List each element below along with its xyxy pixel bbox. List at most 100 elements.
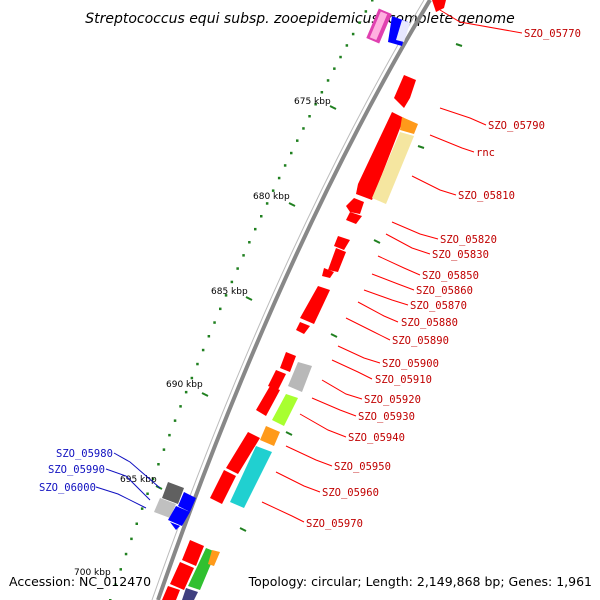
inner-tick <box>373 239 381 244</box>
dotted-tick-ring <box>109 0 374 600</box>
tick-dot <box>364 10 368 13</box>
gene-label[interactable]: SZO_05860 <box>416 285 473 297</box>
tick-dot <box>130 537 133 541</box>
gene-arrow[interactable] <box>280 352 296 372</box>
gene-arrow-small[interactable] <box>346 212 362 224</box>
gene-label[interactable]: SZO_05930 <box>358 411 415 423</box>
gene-label[interactable]: SZO_05920 <box>364 394 421 406</box>
gene-label[interactable]: SZO_05820 <box>440 234 497 246</box>
gene-label[interactable]: SZO_05790 <box>488 120 545 132</box>
leader-lines-right <box>261 9 523 523</box>
tick-dot <box>124 552 128 556</box>
gene-label[interactable]: SZO_05970 <box>306 518 363 530</box>
tick-dot <box>265 202 269 205</box>
gene-block-darkgray[interactable] <box>162 482 184 504</box>
inner-tick <box>417 145 425 149</box>
gene-arrow-small[interactable] <box>346 198 364 214</box>
tick-dot <box>119 568 122 571</box>
gene-arrow-small[interactable] <box>322 268 334 278</box>
tick-dot <box>114 583 117 586</box>
leader-line <box>411 175 457 196</box>
kbp-label-690: 690 kbp <box>166 380 203 390</box>
gene-arrow[interactable] <box>210 470 236 504</box>
gene-arrow-small[interactable] <box>334 236 350 250</box>
gene-arrow[interactable] <box>226 432 260 474</box>
tick-dot <box>358 21 361 24</box>
kbp-label-680: 680 kbp <box>253 192 290 202</box>
gene-block-orange[interactable] <box>208 550 220 566</box>
genome-backbone-shadow <box>151 0 425 600</box>
leader-line <box>261 501 305 523</box>
gene-labels-left: SZO_05980 SZO_05990 SZO_06000 <box>39 448 113 494</box>
tick-dot <box>326 79 330 82</box>
leader-line <box>385 233 431 255</box>
tick-dot <box>314 103 317 106</box>
gene-block-silver[interactable] <box>154 498 176 518</box>
kbp-label-685: 685 kbp <box>211 287 248 297</box>
tick-dot <box>196 362 199 366</box>
kbp-tick-680 <box>288 202 296 207</box>
gene-arrow[interactable] <box>170 562 194 590</box>
gene-arrow[interactable] <box>182 540 204 566</box>
gene-label[interactable]: SZO_05880 <box>401 317 458 329</box>
gene-label[interactable]: SZO_05830 <box>432 249 489 261</box>
gene-block-highlight[interactable] <box>372 132 414 204</box>
gene-block-orange-rnc[interactable] <box>400 117 418 134</box>
kbp-label-695: 695 kbp <box>120 475 157 485</box>
gene-arrow[interactable] <box>394 75 416 108</box>
gene-label[interactable]: SZO_06000 <box>39 482 96 494</box>
leader-line <box>439 107 487 126</box>
gene-arrow-blue[interactable] <box>168 506 190 526</box>
tick-dot <box>339 55 342 59</box>
gene-block-green[interactable] <box>188 548 216 590</box>
genome-summary: Topology: circular; Length: 2,149,868 bp… <box>248 574 592 589</box>
gene-arrow-blue[interactable] <box>178 492 196 512</box>
gene-arrow[interactable] <box>300 286 330 324</box>
gene-arrow-blue[interactable] <box>170 522 180 530</box>
gene-label[interactable]: SZO_05940 <box>348 432 405 444</box>
tick-dot <box>345 44 349 47</box>
gene-label[interactable]: SZO_05960 <box>322 487 379 499</box>
gene-arrow[interactable] <box>162 586 180 600</box>
kbp-tick-675 <box>329 105 337 110</box>
gene-block-pink[interactable] <box>369 11 388 41</box>
genome-title: Streptococcus equi subsp. zooepidemicus,… <box>85 11 515 27</box>
gene-block-cyan[interactable] <box>230 446 272 508</box>
inner-tick <box>330 333 338 338</box>
gene-label[interactable]: SZO_05850 <box>422 270 479 282</box>
gene-arrow-long[interactable] <box>356 112 404 200</box>
gene-arrow-small[interactable] <box>296 322 310 334</box>
gene-label[interactable]: rnc <box>476 147 495 159</box>
gene-label[interactable]: SZO_05770 <box>524 28 581 40</box>
genome-backbone <box>156 0 432 600</box>
gene-label[interactable]: SZO_05910 <box>375 374 432 386</box>
tick-dot <box>308 115 311 118</box>
tick-dot <box>320 91 324 94</box>
tick-dot <box>260 215 263 218</box>
leader-line <box>285 445 333 467</box>
gene-block-lime[interactable] <box>272 394 298 426</box>
gene-arrow[interactable] <box>432 0 446 12</box>
tick-dot <box>236 267 239 270</box>
tick-dot <box>248 241 251 244</box>
gene-label[interactable]: SZO_05950 <box>334 461 391 473</box>
gene-label[interactable]: SZO_05870 <box>410 300 467 312</box>
gene-label[interactable]: SZO_05890 <box>392 335 449 347</box>
gene-label[interactable]: SZO_05980 <box>56 448 113 460</box>
leader-line <box>363 289 409 306</box>
leader-line <box>311 397 357 417</box>
gene-arrow[interactable] <box>328 248 346 272</box>
gene-block-orange[interactable] <box>260 426 280 446</box>
tick-dot <box>283 164 287 167</box>
gene-arrow[interactable] <box>256 386 280 416</box>
gene-label[interactable]: SZO_05810 <box>458 190 515 202</box>
tick-dot <box>296 139 299 142</box>
gene-block-lavender[interactable] <box>396 20 410 42</box>
gene-block-navy[interactable] <box>182 588 198 600</box>
leader-line <box>113 452 161 489</box>
gene-block-gray[interactable] <box>288 362 312 392</box>
gene-label[interactable]: SZO_05900 <box>382 358 439 370</box>
gene-label[interactable]: SZO_05990 <box>48 464 105 476</box>
gene-arrow[interactable] <box>268 370 286 390</box>
